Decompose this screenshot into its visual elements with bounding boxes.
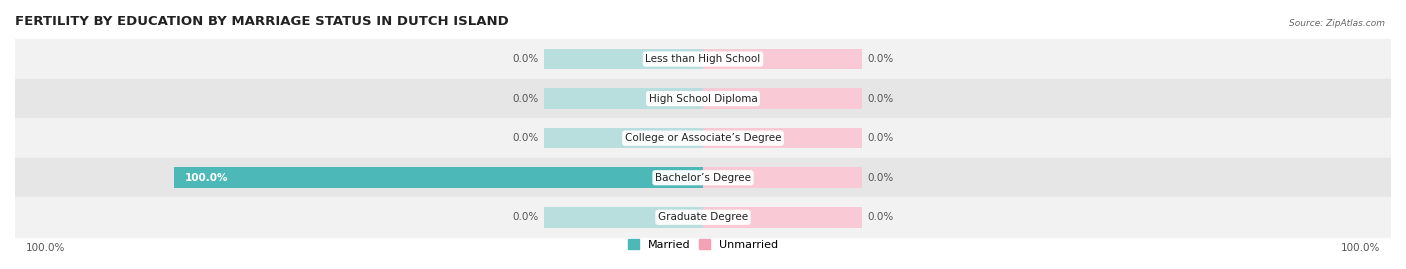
Text: 0.0%: 0.0% xyxy=(513,54,538,64)
Bar xyxy=(703,167,862,188)
Text: Source: ZipAtlas.com: Source: ZipAtlas.com xyxy=(1289,19,1385,28)
Bar xyxy=(544,167,703,188)
Text: 100.0%: 100.0% xyxy=(1341,243,1381,253)
Text: Graduate Degree: Graduate Degree xyxy=(658,212,748,222)
Bar xyxy=(15,118,1391,158)
Text: FERTILITY BY EDUCATION BY MARRIAGE STATUS IN DUTCH ISLAND: FERTILITY BY EDUCATION BY MARRIAGE STATU… xyxy=(15,15,509,28)
Bar xyxy=(15,158,1391,197)
Bar xyxy=(15,197,1391,237)
Bar xyxy=(544,88,703,109)
Bar xyxy=(544,49,703,69)
Bar xyxy=(703,49,862,69)
Bar xyxy=(544,207,703,228)
Bar xyxy=(703,207,862,228)
Bar xyxy=(15,39,1391,79)
Text: 0.0%: 0.0% xyxy=(868,133,893,143)
Bar xyxy=(544,128,703,148)
Bar xyxy=(174,167,703,188)
Text: 0.0%: 0.0% xyxy=(868,212,893,222)
Text: 0.0%: 0.0% xyxy=(513,94,538,104)
Legend: Married, Unmarried: Married, Unmarried xyxy=(623,235,783,254)
Text: 0.0%: 0.0% xyxy=(868,173,893,183)
Text: 0.0%: 0.0% xyxy=(513,212,538,222)
Text: 0.0%: 0.0% xyxy=(513,133,538,143)
Text: 100.0%: 100.0% xyxy=(184,173,228,183)
Text: High School Diploma: High School Diploma xyxy=(648,94,758,104)
Text: Bachelor’s Degree: Bachelor’s Degree xyxy=(655,173,751,183)
Text: 100.0%: 100.0% xyxy=(25,243,65,253)
Text: Less than High School: Less than High School xyxy=(645,54,761,64)
Bar xyxy=(703,88,862,109)
Text: 0.0%: 0.0% xyxy=(868,94,893,104)
Text: College or Associate’s Degree: College or Associate’s Degree xyxy=(624,133,782,143)
Bar xyxy=(15,79,1391,118)
Bar xyxy=(703,128,862,148)
Text: 0.0%: 0.0% xyxy=(868,54,893,64)
